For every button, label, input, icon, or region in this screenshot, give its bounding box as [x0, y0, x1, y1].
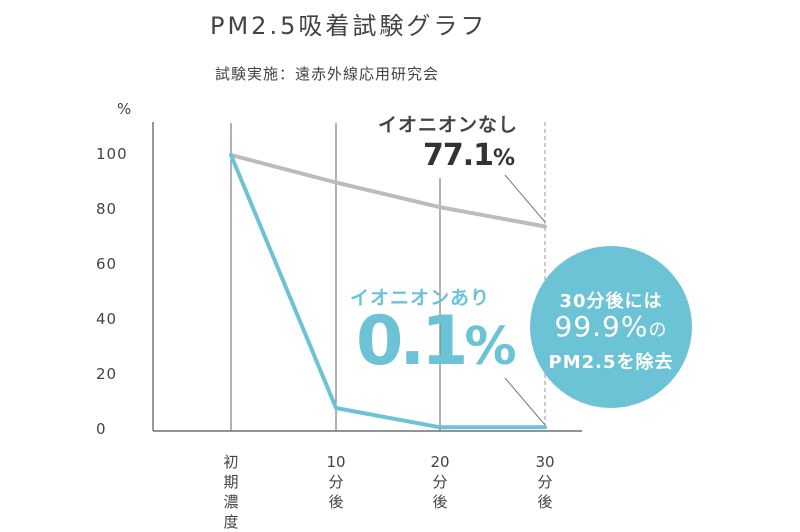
x-tick-label: 30 分後 — [535, 453, 555, 511]
leader-no-ion — [504, 174, 546, 223]
badge-line-3: PM2.5を除去 — [548, 352, 674, 373]
ion-series-label: イオニオンあり — [350, 287, 491, 309]
leader-ion — [504, 377, 546, 426]
badge-line-2: 99.9%の — [530, 310, 692, 343]
y-tick-label: 60 — [96, 255, 118, 273]
y-tick-label: 100 — [96, 145, 128, 163]
y-tick-label: 40 — [96, 310, 118, 328]
x-tick-label: 初期濃度 — [223, 453, 239, 531]
y-tick-label: 0 — [96, 420, 107, 438]
badge-percent: 99.9% — [554, 310, 649, 343]
ion-value-percent: % — [464, 317, 516, 377]
x-tick-label: 10 分後 — [326, 453, 346, 511]
y-tick-label: 80 — [96, 200, 118, 218]
no-ion-series-label: イオニオンなし — [378, 114, 519, 136]
result-badge: 30分後には 99.9%の PM2.5を除去 — [530, 246, 692, 408]
chart-title: PM2.5吸着試験グラフ — [210, 12, 488, 40]
no-ion-value-percent: % — [493, 146, 515, 171]
badge-line-1: 30分後には — [559, 291, 663, 312]
ion-end-value: 0.1% — [356, 302, 517, 381]
ion-value-number: 0.1 — [356, 302, 468, 381]
x-tick-label: 20 分後 — [430, 453, 450, 511]
no-ion-end-value: 77.1% — [423, 138, 515, 173]
y-axis-unit: % — [117, 100, 132, 118]
badge-suffix: の — [648, 320, 668, 341]
no-ion-value-number: 77.1 — [423, 138, 494, 173]
y-tick-label: 20 — [96, 365, 118, 383]
series-line-ion — [229, 153, 547, 430]
chart-subtitle: 試験実施：遠赤外線応用研究会 — [215, 65, 440, 83]
series-line-no-ion — [229, 153, 547, 229]
